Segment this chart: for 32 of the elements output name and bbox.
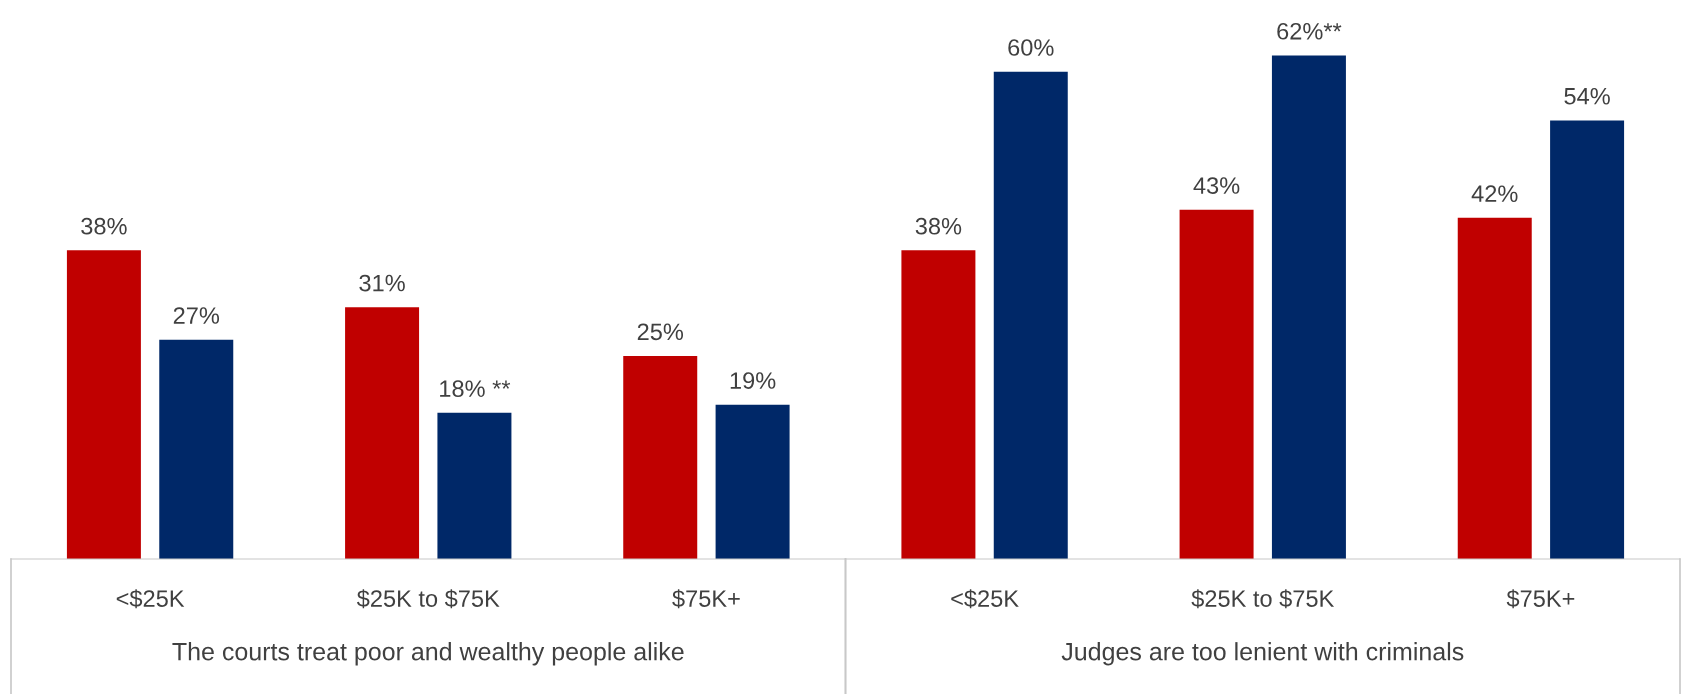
x-tick-label: $25K to $75K <box>356 589 500 609</box>
bar <box>66 250 141 559</box>
x-tick-label: <$25K <box>116 589 185 609</box>
bar <box>1179 209 1254 559</box>
x-tick-label: $75K+ <box>672 589 740 609</box>
data-label: 19% <box>730 372 776 389</box>
bar <box>715 404 790 559</box>
x-tick-label: $75K+ <box>1506 589 1575 609</box>
x-tick-label: $25K to $75K <box>1191 589 1335 609</box>
data-label: 27% <box>173 307 220 324</box>
data-label: 60% <box>1008 39 1054 56</box>
bar <box>901 250 976 559</box>
bar <box>1271 55 1346 559</box>
x-axis-title: Judges are too lenient with criminals <box>1061 642 1464 666</box>
bar <box>1550 120 1625 559</box>
data-label: 62%** <box>1277 22 1342 40</box>
bar <box>159 339 234 559</box>
data-label: 38% <box>81 217 127 235</box>
data-label: 18% ** <box>440 380 511 398</box>
bar <box>437 412 512 559</box>
data-label: 38% <box>915 217 962 235</box>
data-label: 54% <box>1564 87 1610 105</box>
data-label: 43% <box>1193 177 1240 194</box>
bar <box>623 355 698 559</box>
data-label: 31% <box>359 274 405 292</box>
data-label: 42% <box>1471 185 1518 202</box>
x-axis-title: The courts treat poor and wealthy people alike <box>172 642 684 666</box>
data-label: 25% <box>637 323 684 341</box>
x-tick-label: <$25K <box>951 589 1019 609</box>
bar <box>345 307 420 559</box>
bar <box>993 71 1068 559</box>
bar <box>1457 217 1532 559</box>
